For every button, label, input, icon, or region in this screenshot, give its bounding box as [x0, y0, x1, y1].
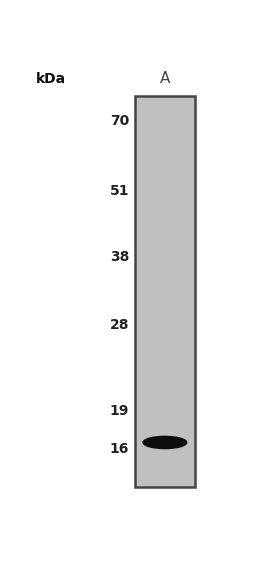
Text: A: A — [160, 70, 170, 86]
Ellipse shape — [143, 437, 187, 448]
FancyBboxPatch shape — [135, 96, 195, 487]
Text: 70: 70 — [110, 113, 129, 128]
Text: 38: 38 — [110, 249, 129, 264]
Text: kDa: kDa — [36, 71, 66, 86]
Text: 51: 51 — [110, 184, 129, 198]
Text: 28: 28 — [110, 318, 129, 332]
Text: 19: 19 — [110, 404, 129, 418]
Text: 16: 16 — [110, 442, 129, 456]
